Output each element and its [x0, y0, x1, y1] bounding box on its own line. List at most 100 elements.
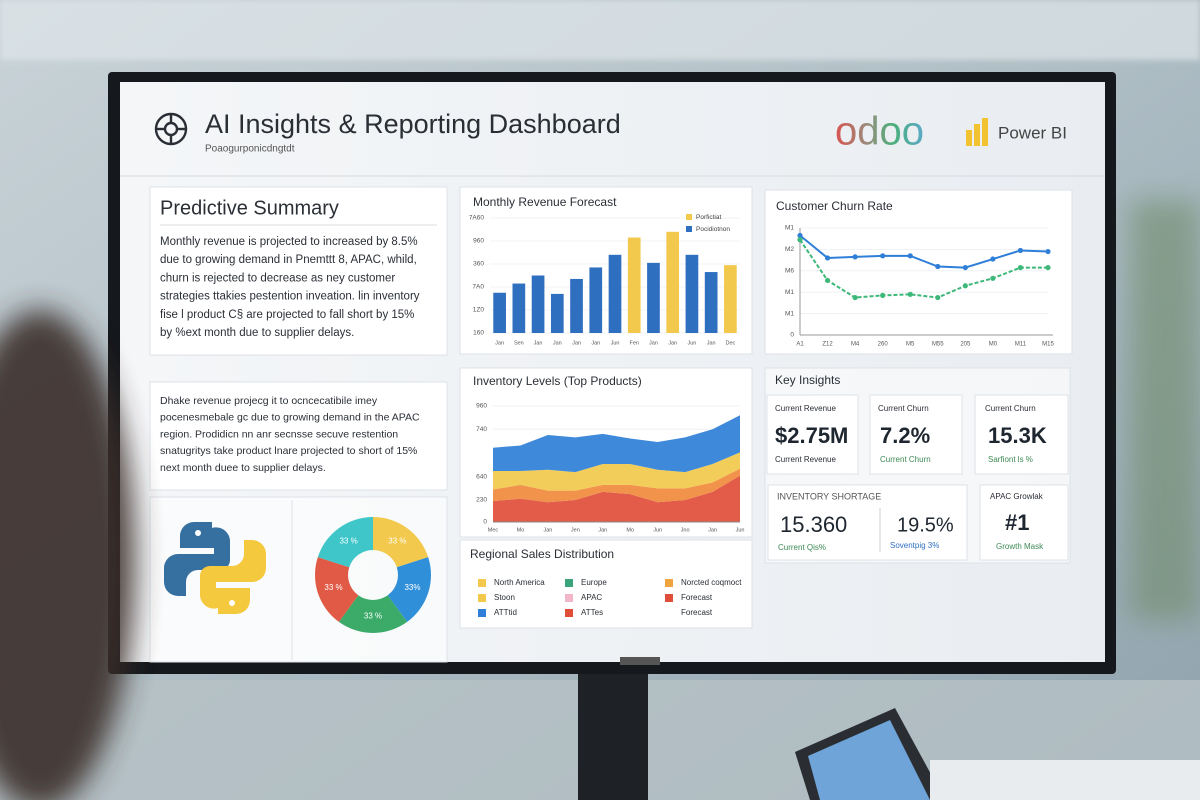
point: [824, 277, 831, 284]
bar: [493, 292, 506, 333]
bar: [512, 283, 526, 333]
kpi-label: Current Churn: [985, 404, 1036, 413]
line: [799, 234, 1049, 269]
growth-title: APAC Growlak: [990, 492, 1044, 501]
x-tick-label: Jan: [553, 340, 562, 346]
point: [852, 294, 858, 301]
kpi-card: [766, 394, 859, 475]
area: [493, 468, 740, 503]
legend-label: Europe: [581, 578, 607, 587]
kpi-value: 7.2%: [880, 423, 930, 448]
odoo-logo: odoo: [835, 110, 924, 154]
y-tick-label: 740: [476, 426, 487, 433]
point: [852, 254, 858, 260]
bar: [724, 265, 737, 333]
y-tick-label: 1Z0: [473, 307, 485, 314]
x-tick-label: Jan: [572, 340, 581, 346]
y-tick-label: M6: [785, 268, 794, 275]
x-tick-label: Mo: [626, 527, 634, 533]
note-line: Dhake revenue projecg it to ocncecatibil…: [160, 395, 378, 407]
summary-line: fise l product C§ are projected to fall …: [160, 309, 414, 321]
slice-label: 33 %: [388, 537, 406, 546]
summary-line: churn is rejected to decrease as ney cus…: [160, 272, 395, 284]
bar: [608, 254, 622, 333]
y-tick-label: M1: [785, 310, 794, 317]
bar: [589, 267, 603, 333]
x-tick-label: Jun: [687, 340, 696, 346]
y-tick-label: 360: [473, 261, 484, 268]
point: [880, 292, 886, 299]
pie-slice: [373, 517, 429, 568]
legend-swatch: [478, 609, 486, 617]
x-tick-label: Jun: [611, 340, 620, 346]
dashboard-title: AI Insights & Reporting Dashboard: [205, 109, 621, 139]
shortage-sub: Current Qis%: [778, 543, 826, 552]
kpi-label: Current Churn: [878, 404, 929, 413]
note-line: next month duee to supplier delays.: [160, 462, 326, 474]
laptop: [795, 708, 1200, 800]
y-tick-label: 7A0: [472, 284, 484, 291]
area: [493, 452, 740, 491]
chart-title: Inventory Levels (Top Products): [473, 374, 642, 388]
powerbi-logo: Power BI: [998, 123, 1067, 142]
legend-swatch: [665, 579, 673, 587]
monitor-logo: [620, 657, 660, 665]
shortage-title: INVENTORY SHORTAGE: [777, 491, 881, 501]
kpi-title: Key Insights: [775, 373, 840, 387]
point: [880, 253, 886, 259]
legend-swatch: [686, 214, 692, 220]
x-tick-label: M4: [851, 342, 860, 348]
x-tick-label: Dec: [725, 340, 735, 346]
slice-label: 33%: [404, 583, 420, 592]
summary-line: due to growing demand in Pnemttt 8, APAC…: [160, 254, 417, 266]
shortage-value: 19.5%: [897, 514, 954, 536]
x-tick-label: Jan: [668, 340, 677, 346]
x-tick-label: M15: [1042, 342, 1054, 348]
y-tick-label: 230: [476, 497, 487, 504]
point: [962, 283, 968, 289]
x-tick-label: Jun: [736, 527, 745, 533]
shortage-value: 15.360: [780, 512, 847, 537]
line: [799, 239, 1048, 299]
y-tick-label: 0: [483, 519, 487, 526]
legend-label: Forecast: [681, 593, 713, 602]
x-tick-label: 205: [960, 342, 971, 348]
person-silhouette: [0, 310, 135, 800]
point: [1017, 264, 1024, 271]
note-line: snatugritys take product lnare projected…: [160, 445, 417, 457]
bar: [704, 272, 718, 333]
x-tick-label: Jan: [649, 340, 658, 346]
x-tick-label: M0: [989, 342, 998, 348]
point: [1045, 248, 1051, 255]
point: [1045, 264, 1051, 271]
slice-label: 33 %: [324, 583, 342, 592]
x-tick-label: M5: [906, 342, 915, 348]
summary-line: Monthly revenue is projected to increase…: [160, 236, 418, 248]
summary-panel: [149, 186, 448, 356]
y-tick-label: 0: [790, 332, 794, 339]
dashboard-subtitle: Poaogurponicdngtdt: [205, 144, 295, 155]
x-tick-label: Jan: [534, 340, 543, 346]
area: [493, 415, 740, 473]
shortage-sub: Soventpig 3%: [890, 541, 939, 550]
legend-swatch: [565, 579, 573, 587]
x-tick-label: Jen: [571, 527, 580, 533]
charts: Monthly revenue is projected to increase…: [160, 195, 1054, 633]
legend-swatch: [665, 594, 673, 602]
kpi-sub: Sarfiont ls %: [988, 455, 1033, 464]
point: [907, 291, 913, 297]
note-line: pocenesmebale gc due to growing demand i…: [160, 412, 420, 424]
x-tick-label: Jan: [495, 340, 504, 346]
x-tick-label: Jan: [543, 527, 552, 533]
header-icon: [154, 112, 188, 146]
summary-line: strategies ttakies pestention inveation.…: [160, 291, 420, 303]
x-tick-label: Jan: [707, 340, 716, 346]
note-panel: [149, 381, 448, 491]
x-tick-label: Mo: [517, 527, 525, 533]
legend-label: Pocidiotnon: [696, 226, 730, 233]
summary-title: Predictive Summary: [160, 197, 339, 219]
pie-slice: [338, 595, 408, 633]
legend-swatch: [478, 594, 486, 602]
